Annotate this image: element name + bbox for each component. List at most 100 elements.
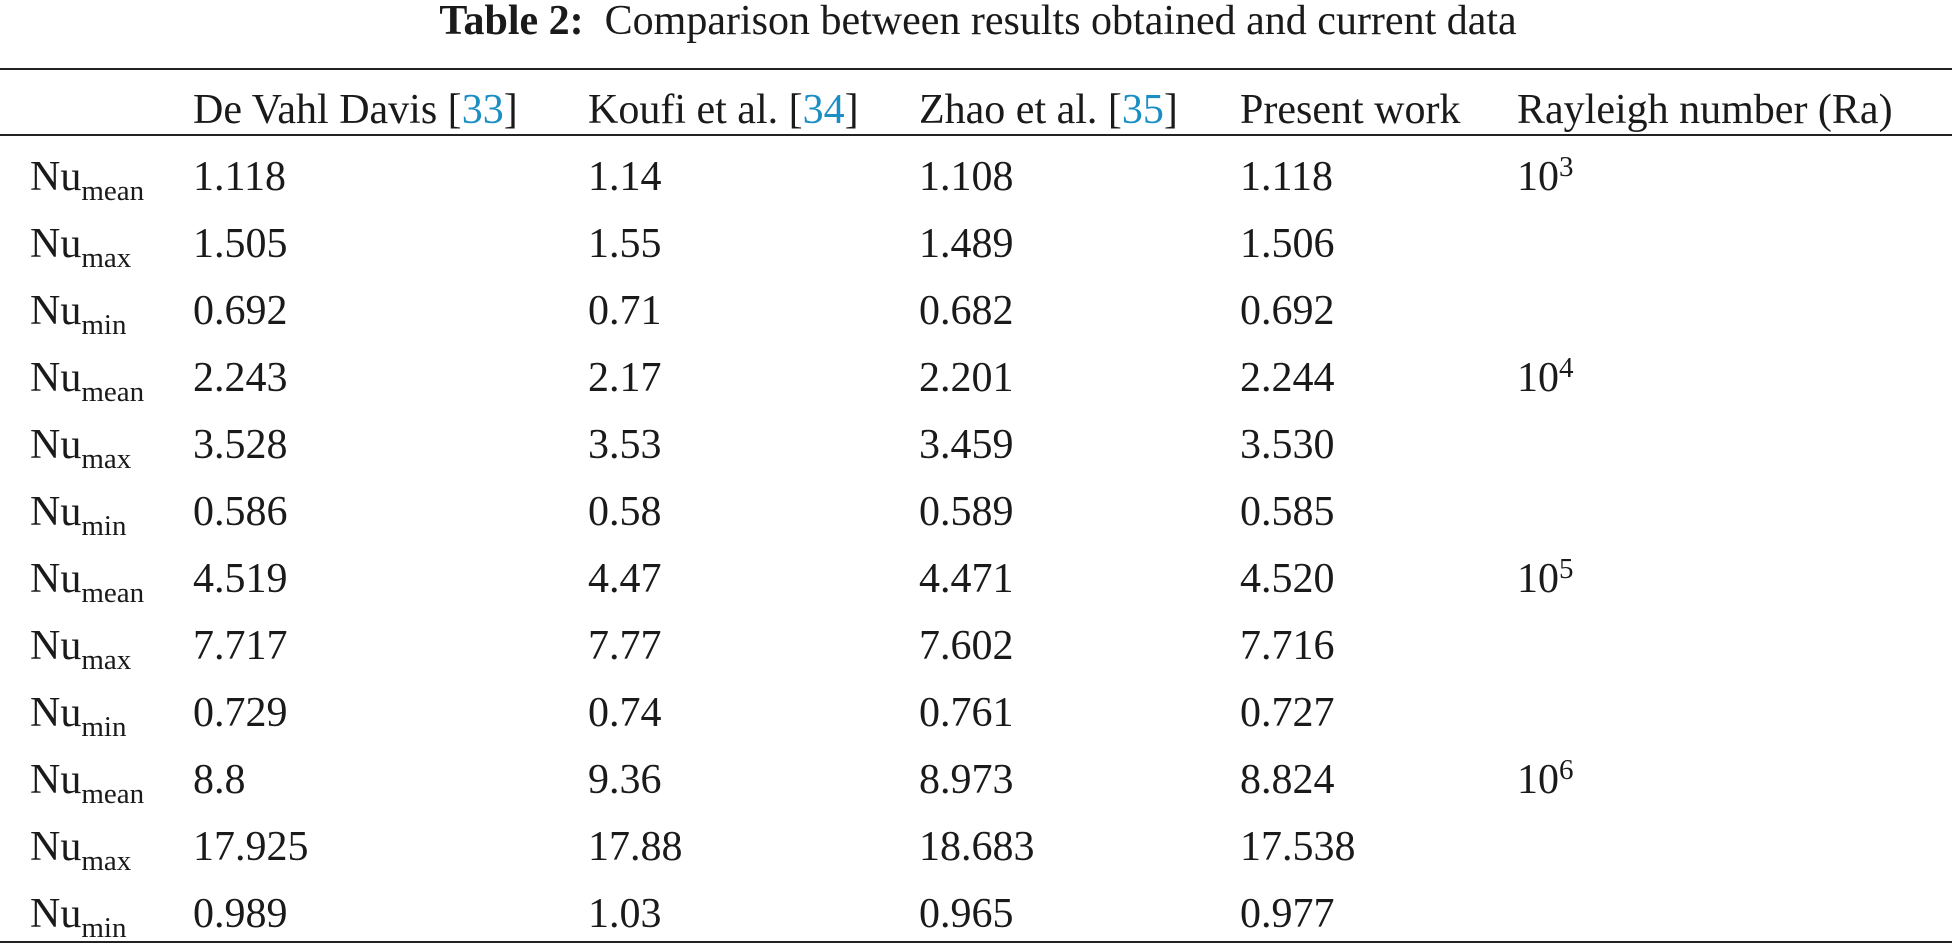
ra-exponent: 3 (1559, 151, 1574, 183)
label-main: Nu (30, 757, 82, 803)
row-label: Numin (30, 491, 126, 541)
label-main: Nu (30, 154, 82, 200)
header-text: Rayleigh number (Ra) (1517, 87, 1893, 133)
value-cell: 3.53 (588, 422, 662, 468)
row-label: Numax (30, 623, 131, 675)
label-main: Nu (30, 891, 82, 937)
reference-link[interactable]: 34 (802, 87, 845, 133)
value-cell: 7.77 (588, 623, 662, 669)
header-cell: Koufi et al. [34] (588, 89, 859, 131)
header-cell: Zhao et al. [35] (919, 89, 1178, 131)
label-subscript: mean (81, 577, 145, 609)
caption: Table 2: Comparison between results obta… (0, 0, 1956, 42)
label-subscript: mean (81, 175, 145, 207)
row-label: Numax (30, 221, 131, 273)
label-subscript: max (81, 443, 132, 475)
value-cell: 0.74 (588, 690, 662, 736)
value-cell: 2.244 (1240, 355, 1335, 401)
value-cell: 0.727 (1240, 690, 1335, 736)
ra-base: 10 (1517, 757, 1559, 803)
header-cell: Rayleigh number (Ra) (1517, 89, 1893, 131)
header-text: ] (503, 87, 518, 133)
label-subscript: min (81, 510, 127, 542)
value-cell: 17.538 (1240, 824, 1356, 870)
label-main: Nu (30, 623, 82, 669)
label-subscript: mean (81, 376, 145, 408)
value-cell: 0.989 (193, 891, 288, 937)
row-label: Numean (30, 757, 144, 809)
ra-base: 10 (1517, 355, 1559, 401)
header-cell: Present work (1240, 89, 1460, 131)
value-cell: 8.973 (919, 757, 1014, 803)
row-label: Numin (30, 288, 126, 340)
label-main: Nu (30, 221, 82, 267)
value-cell: 4.47 (588, 556, 662, 602)
ra-exponent: 5 (1559, 553, 1574, 585)
value-cell: 18.683 (919, 824, 1035, 870)
value-cell: 8.824 (1240, 757, 1335, 803)
row-label: Numean (30, 355, 144, 407)
value-cell: 0.729 (193, 690, 288, 736)
ra-base: 10 (1517, 556, 1559, 602)
header-text: ] (1163, 87, 1178, 133)
value-cell: 1.55 (588, 221, 662, 267)
label-subscript: max (81, 644, 132, 676)
top-rule (0, 68, 1952, 70)
value-cell: 1.118 (193, 154, 286, 200)
value-cell: 1.506 (1240, 221, 1335, 267)
label-main: Nu (30, 690, 82, 736)
row-label: Numax (30, 424, 131, 474)
bottom-rule (0, 941, 1952, 943)
header-text: ] (844, 87, 859, 133)
value-cell: 7.602 (919, 623, 1014, 669)
label-subscript: max (81, 845, 132, 877)
label-subscript: mean (81, 778, 145, 810)
value-cell: 0.692 (193, 288, 288, 334)
header-cell: De Vahl Davis [33] (193, 89, 518, 131)
reference-link[interactable]: 33 (461, 87, 504, 133)
value-cell: 0.586 (193, 489, 288, 535)
label-main: Nu (30, 355, 82, 401)
header-text: Zhao et al. [ (919, 87, 1122, 133)
row-label: Numean (30, 558, 144, 608)
value-cell: 2.17 (588, 355, 662, 401)
value-cell: 0.977 (1240, 891, 1335, 937)
label-subscript: min (81, 912, 127, 944)
value-cell: 0.585 (1240, 489, 1335, 535)
value-cell: 1.14 (588, 154, 662, 200)
value-cell: 1.03 (588, 891, 662, 937)
label-main: Nu (30, 824, 82, 870)
ra-exponent: 4 (1559, 352, 1574, 384)
ra-base: 10 (1517, 154, 1559, 200)
value-cell: 4.519 (193, 556, 288, 602)
value-cell: 3.528 (193, 422, 288, 468)
row-label: Numax (30, 824, 131, 876)
reference-link[interactable]: 35 (1121, 87, 1164, 133)
value-cell: 2.201 (919, 355, 1014, 401)
ra-exponent: 6 (1559, 754, 1574, 786)
row-label: Numin (30, 891, 126, 943)
value-cell: 1.489 (919, 221, 1014, 267)
header-text: De Vahl Davis [ (193, 87, 462, 133)
row-label: Numean (30, 154, 144, 206)
label-main: Nu (30, 288, 82, 334)
value-cell: 8.8 (193, 757, 246, 803)
value-cell: 4.471 (919, 556, 1014, 602)
header-text: Present work (1240, 87, 1461, 133)
value-cell: 17.88 (588, 824, 683, 870)
rayleigh-cell: 104 (1517, 354, 1574, 401)
value-cell: 0.58 (588, 489, 662, 535)
value-cell: 3.459 (919, 422, 1014, 468)
label-subscript: max (81, 242, 132, 274)
label-subscript: min (81, 711, 127, 743)
rayleigh-cell: 106 (1517, 756, 1574, 803)
value-cell: 0.682 (919, 288, 1014, 334)
header-rule (0, 134, 1952, 136)
value-cell: 0.965 (919, 891, 1014, 937)
rayleigh-cell: 105 (1517, 555, 1574, 602)
header-text: Koufi et al. [ (588, 87, 803, 133)
value-cell: 9.36 (588, 757, 662, 803)
value-cell: 0.589 (919, 489, 1014, 535)
value-cell: 0.71 (588, 288, 662, 334)
